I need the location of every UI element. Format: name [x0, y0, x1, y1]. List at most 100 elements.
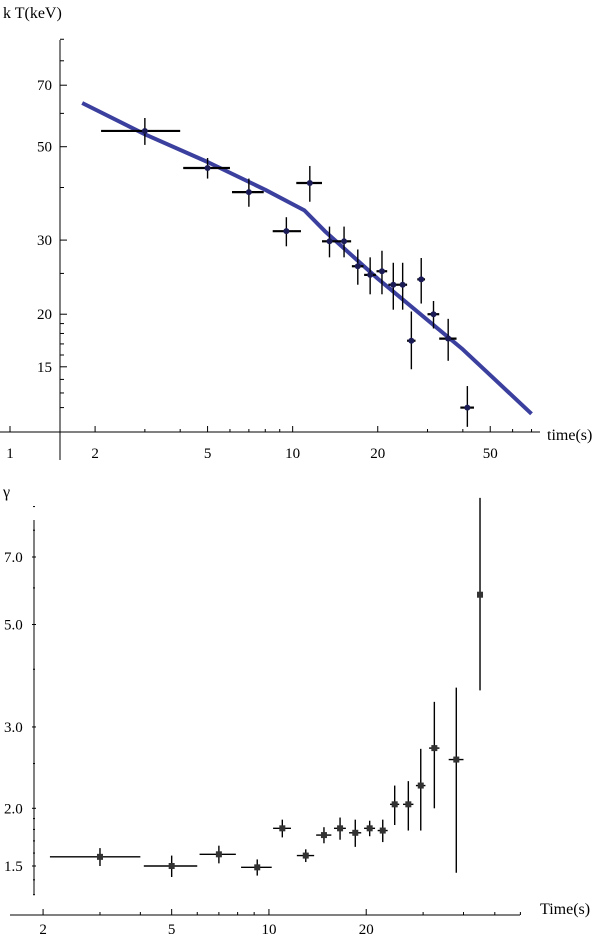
gamma-point-marker	[254, 864, 261, 871]
kT-data-points	[101, 118, 474, 427]
kT-y-tick-label: 50	[37, 140, 52, 156]
kT-y-axis-label: k T(keV)	[3, 5, 62, 22]
gamma-x-tick-label: 5	[168, 922, 176, 937]
gamma-data-point	[390, 785, 400, 826]
kT-point-marker	[204, 165, 211, 172]
gamma-data-point	[241, 859, 272, 876]
gamma-point-marker	[453, 756, 460, 763]
kT-point-marker	[378, 268, 385, 275]
gamma-data-point	[448, 687, 464, 873]
gamma-y-tick-label: 2.0	[4, 801, 23, 817]
kT-data-point	[427, 300, 440, 329]
gamma-point-marker	[352, 829, 359, 836]
gamma-data-point	[273, 819, 291, 838]
gamma-x-axis-label: Time(s)	[540, 901, 590, 918]
gamma-point-marker	[477, 591, 484, 598]
gamma-x-ticks: 2 5 10 20	[39, 909, 521, 937]
gamma-x-tick-label: 10	[261, 922, 276, 937]
kT-point-marker	[354, 263, 361, 270]
kT-data-point	[407, 311, 416, 370]
kT-x-tick-label: 10	[285, 446, 300, 462]
kT-model-line	[81, 101, 533, 416]
gamma-point-marker	[96, 853, 103, 860]
kT-data-point	[460, 386, 474, 427]
gamma-y-tick-label: 7.0	[4, 550, 23, 566]
kT-x-ticks: 1 2 5 10 20 50	[6, 426, 533, 462]
gamma-point-marker	[431, 745, 438, 752]
gamma-y-tick-label: 1.5	[4, 859, 23, 875]
kT-data-point	[231, 178, 264, 207]
kT-x-axis-label: time(s)	[547, 427, 592, 444]
gamma-point-marker	[391, 801, 398, 808]
gamma-point-marker	[405, 801, 412, 808]
kT-x-tick-label: 5	[204, 446, 212, 462]
kT-point-marker	[399, 281, 406, 288]
gamma-y-axis-label: γ	[2, 484, 10, 501]
kT-data-point	[296, 165, 322, 202]
gamma-x-tick-label: 20	[359, 922, 374, 937]
gamma-point-marker	[168, 863, 175, 870]
kT-point-marker	[283, 228, 290, 235]
kT-data-point	[364, 257, 376, 295]
gamma-data-point	[49, 848, 141, 867]
gamma-data-point	[143, 855, 198, 877]
kT-y-tick-label: 20	[37, 307, 52, 323]
kT-data-point	[336, 226, 352, 258]
kT-data-point	[439, 318, 457, 361]
kT-point-marker	[341, 238, 348, 245]
kT-panel: k T(keV) time(s) 1 2 5 10 20 50 15 20 30 50 70	[0, 5, 592, 462]
kT-point-marker	[430, 311, 437, 318]
gamma-y-ticks: 1.5 2.0 3.0 5.0 7.0	[4, 506, 36, 896]
kT-y-tick-label: 30	[37, 233, 52, 249]
kT-point-marker	[445, 335, 452, 342]
kT-point-marker	[464, 404, 471, 411]
kT-point-marker	[141, 127, 148, 134]
gamma-panel: γ Time(s) 2 5 10 20 1.5 2.0 3.0 5.0 7.0	[2, 484, 590, 937]
gamma-y-tick-label: 5.0	[4, 617, 23, 633]
kT-data-point	[398, 262, 408, 310]
gamma-data-point	[477, 497, 484, 691]
kT-point-marker	[408, 337, 415, 344]
gamma-data-point	[296, 849, 315, 863]
gamma-point-marker	[320, 832, 327, 839]
gamma-point-marker	[337, 825, 344, 832]
gamma-x-tick-label: 2	[39, 922, 47, 937]
gamma-point-marker	[366, 825, 373, 832]
gamma-data-point	[316, 827, 332, 844]
kT-data-point	[351, 249, 364, 285]
gamma-data-point	[377, 819, 388, 843]
kT-x-tick-label: 2	[91, 446, 99, 462]
kT-data-point	[417, 258, 426, 304]
kT-data-point	[388, 262, 399, 310]
gamma-point-marker	[302, 852, 309, 859]
kT-point-marker	[367, 271, 374, 278]
gamma-data-point	[199, 845, 236, 864]
kT-data-point	[101, 118, 181, 145]
kT-data-point	[272, 217, 301, 247]
kT-x-tick-label: 20	[370, 446, 385, 462]
gamma-data-point	[334, 817, 346, 840]
gamma-data-point	[364, 820, 376, 837]
kT-y-ticks: 15 20 30 50 70	[37, 38, 67, 409]
gamma-point-marker	[417, 782, 424, 789]
gamma-point-marker	[215, 851, 222, 858]
gamma-point-marker	[279, 825, 286, 832]
kT-x-tick-label: 1	[6, 446, 14, 462]
gamma-point-marker	[379, 827, 386, 834]
kT-point-marker	[245, 189, 252, 196]
kT-point-marker	[306, 179, 313, 186]
kT-point-marker	[390, 281, 397, 288]
kT-y-tick-label: 70	[37, 78, 52, 94]
kT-data-point	[321, 226, 337, 258]
kT-data-point	[376, 250, 388, 295]
gamma-data-point	[429, 701, 440, 809]
gamma-data-points	[49, 497, 484, 877]
kT-point-marker	[326, 238, 333, 245]
gamma-data-point	[403, 781, 414, 831]
kT-x-tick-label: 50	[483, 446, 498, 462]
gamma-data-point	[415, 748, 426, 831]
gamma-data-point	[349, 819, 362, 847]
gamma-y-tick-label: 3.0	[4, 720, 23, 736]
kT-y-tick-label: 15	[37, 360, 52, 376]
